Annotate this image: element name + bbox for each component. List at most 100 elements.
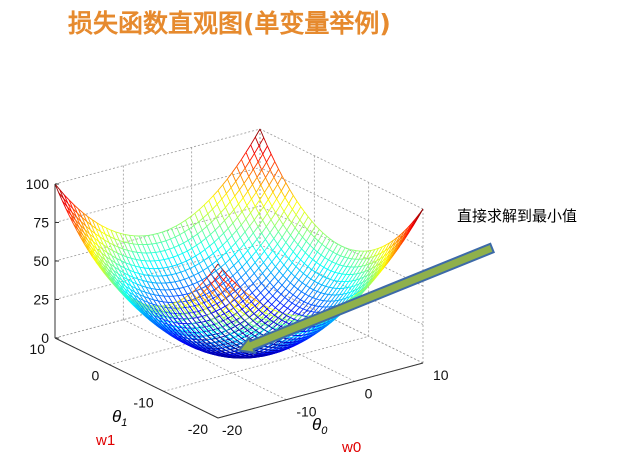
mesh-line — [295, 299, 301, 306]
mesh-line — [380, 264, 386, 269]
mesh-line — [283, 346, 288, 349]
mesh-line — [215, 266, 221, 272]
mesh-line — [333, 273, 339, 281]
mesh-line — [237, 332, 244, 336]
grid-line — [163, 335, 369, 392]
mesh-line — [251, 256, 256, 263]
mesh-line — [248, 238, 253, 246]
mesh-line — [211, 338, 216, 340]
mesh-line — [358, 281, 363, 285]
mesh-line — [265, 277, 271, 283]
mesh-line — [234, 331, 239, 336]
mesh-line — [335, 263, 340, 266]
mesh-line — [160, 242, 166, 251]
mesh-line — [274, 276, 279, 282]
mesh-line — [228, 337, 234, 340]
mesh-line — [186, 292, 192, 295]
mesh-line — [294, 276, 299, 281]
mesh-line — [165, 325, 172, 331]
theta1-tick-label: -10 — [133, 394, 153, 410]
mesh-line — [259, 128, 265, 138]
mesh-line — [251, 304, 257, 309]
mesh-line — [193, 312, 198, 318]
mesh-line — [97, 245, 102, 254]
mesh-line — [144, 267, 150, 269]
mesh-line — [246, 301, 252, 306]
mesh-line — [367, 272, 372, 276]
mesh-line — [217, 184, 224, 191]
mesh-line — [225, 207, 230, 216]
mesh-line — [262, 213, 268, 221]
mesh-line — [238, 297, 243, 303]
mesh-line — [278, 310, 284, 314]
mesh-line — [294, 307, 300, 313]
mesh-line — [330, 238, 335, 243]
mesh-line — [187, 285, 193, 293]
mesh-line — [165, 328, 170, 333]
mesh-line — [355, 283, 360, 286]
mesh-line — [372, 274, 377, 279]
mesh-line — [218, 354, 223, 357]
mesh-line — [301, 285, 307, 292]
mesh-line — [203, 200, 210, 206]
mesh-line — [220, 324, 225, 329]
mesh-line — [251, 191, 257, 200]
mesh-line — [241, 205, 248, 212]
mesh-line — [207, 335, 212, 340]
mesh-line — [255, 331, 261, 335]
mesh-line — [252, 278, 259, 284]
mesh-line — [222, 355, 226, 358]
mesh-line — [228, 310, 234, 316]
mesh-line — [253, 161, 259, 170]
mesh-line — [285, 242, 290, 248]
mesh-line — [290, 305, 297, 311]
mesh-line — [202, 217, 208, 227]
mesh-line — [114, 280, 120, 287]
mesh-line — [284, 297, 289, 301]
mesh-line — [202, 270, 208, 278]
mesh-line — [366, 267, 373, 276]
mesh-line — [371, 276, 376, 282]
mesh-line — [275, 322, 281, 325]
mesh-line — [237, 217, 242, 226]
mesh-line — [277, 280, 283, 286]
mesh-line — [195, 322, 201, 328]
mesh-line — [348, 280, 353, 282]
mesh-line — [253, 267, 260, 274]
mesh-line — [79, 224, 85, 233]
mesh-line — [127, 295, 132, 301]
mesh-line — [104, 259, 110, 267]
mesh-line — [230, 187, 236, 197]
mesh-line — [217, 295, 222, 302]
mesh-line — [354, 259, 360, 268]
mesh-line — [131, 257, 137, 260]
mesh-line — [260, 177, 266, 186]
mesh-line — [231, 235, 236, 244]
mesh-line — [382, 253, 389, 262]
mesh-line — [309, 244, 315, 250]
mesh-line — [336, 245, 342, 255]
mesh-line — [176, 262, 182, 266]
mesh-line — [246, 205, 252, 214]
mesh-line — [249, 160, 254, 170]
mesh-line — [104, 272, 110, 279]
mesh-line — [415, 213, 420, 219]
mesh-line — [300, 206, 305, 213]
mesh-line — [305, 240, 311, 246]
mesh-line — [224, 345, 229, 348]
z-tick-label: 0 — [41, 330, 49, 346]
mesh-line — [238, 243, 245, 250]
mesh-line — [247, 304, 252, 310]
mesh-line — [89, 248, 95, 256]
mesh-line — [182, 318, 188, 324]
mesh-line — [184, 342, 189, 346]
mesh-line — [321, 277, 327, 286]
theta0-axis-label: θ0 — [312, 415, 328, 437]
mesh-line — [114, 281, 119, 288]
mesh-line — [135, 288, 140, 295]
mesh-line — [271, 198, 277, 207]
mesh-line — [224, 352, 229, 355]
mesh-line — [288, 294, 294, 301]
mesh-line — [256, 169, 263, 178]
mesh-line — [138, 273, 143, 281]
